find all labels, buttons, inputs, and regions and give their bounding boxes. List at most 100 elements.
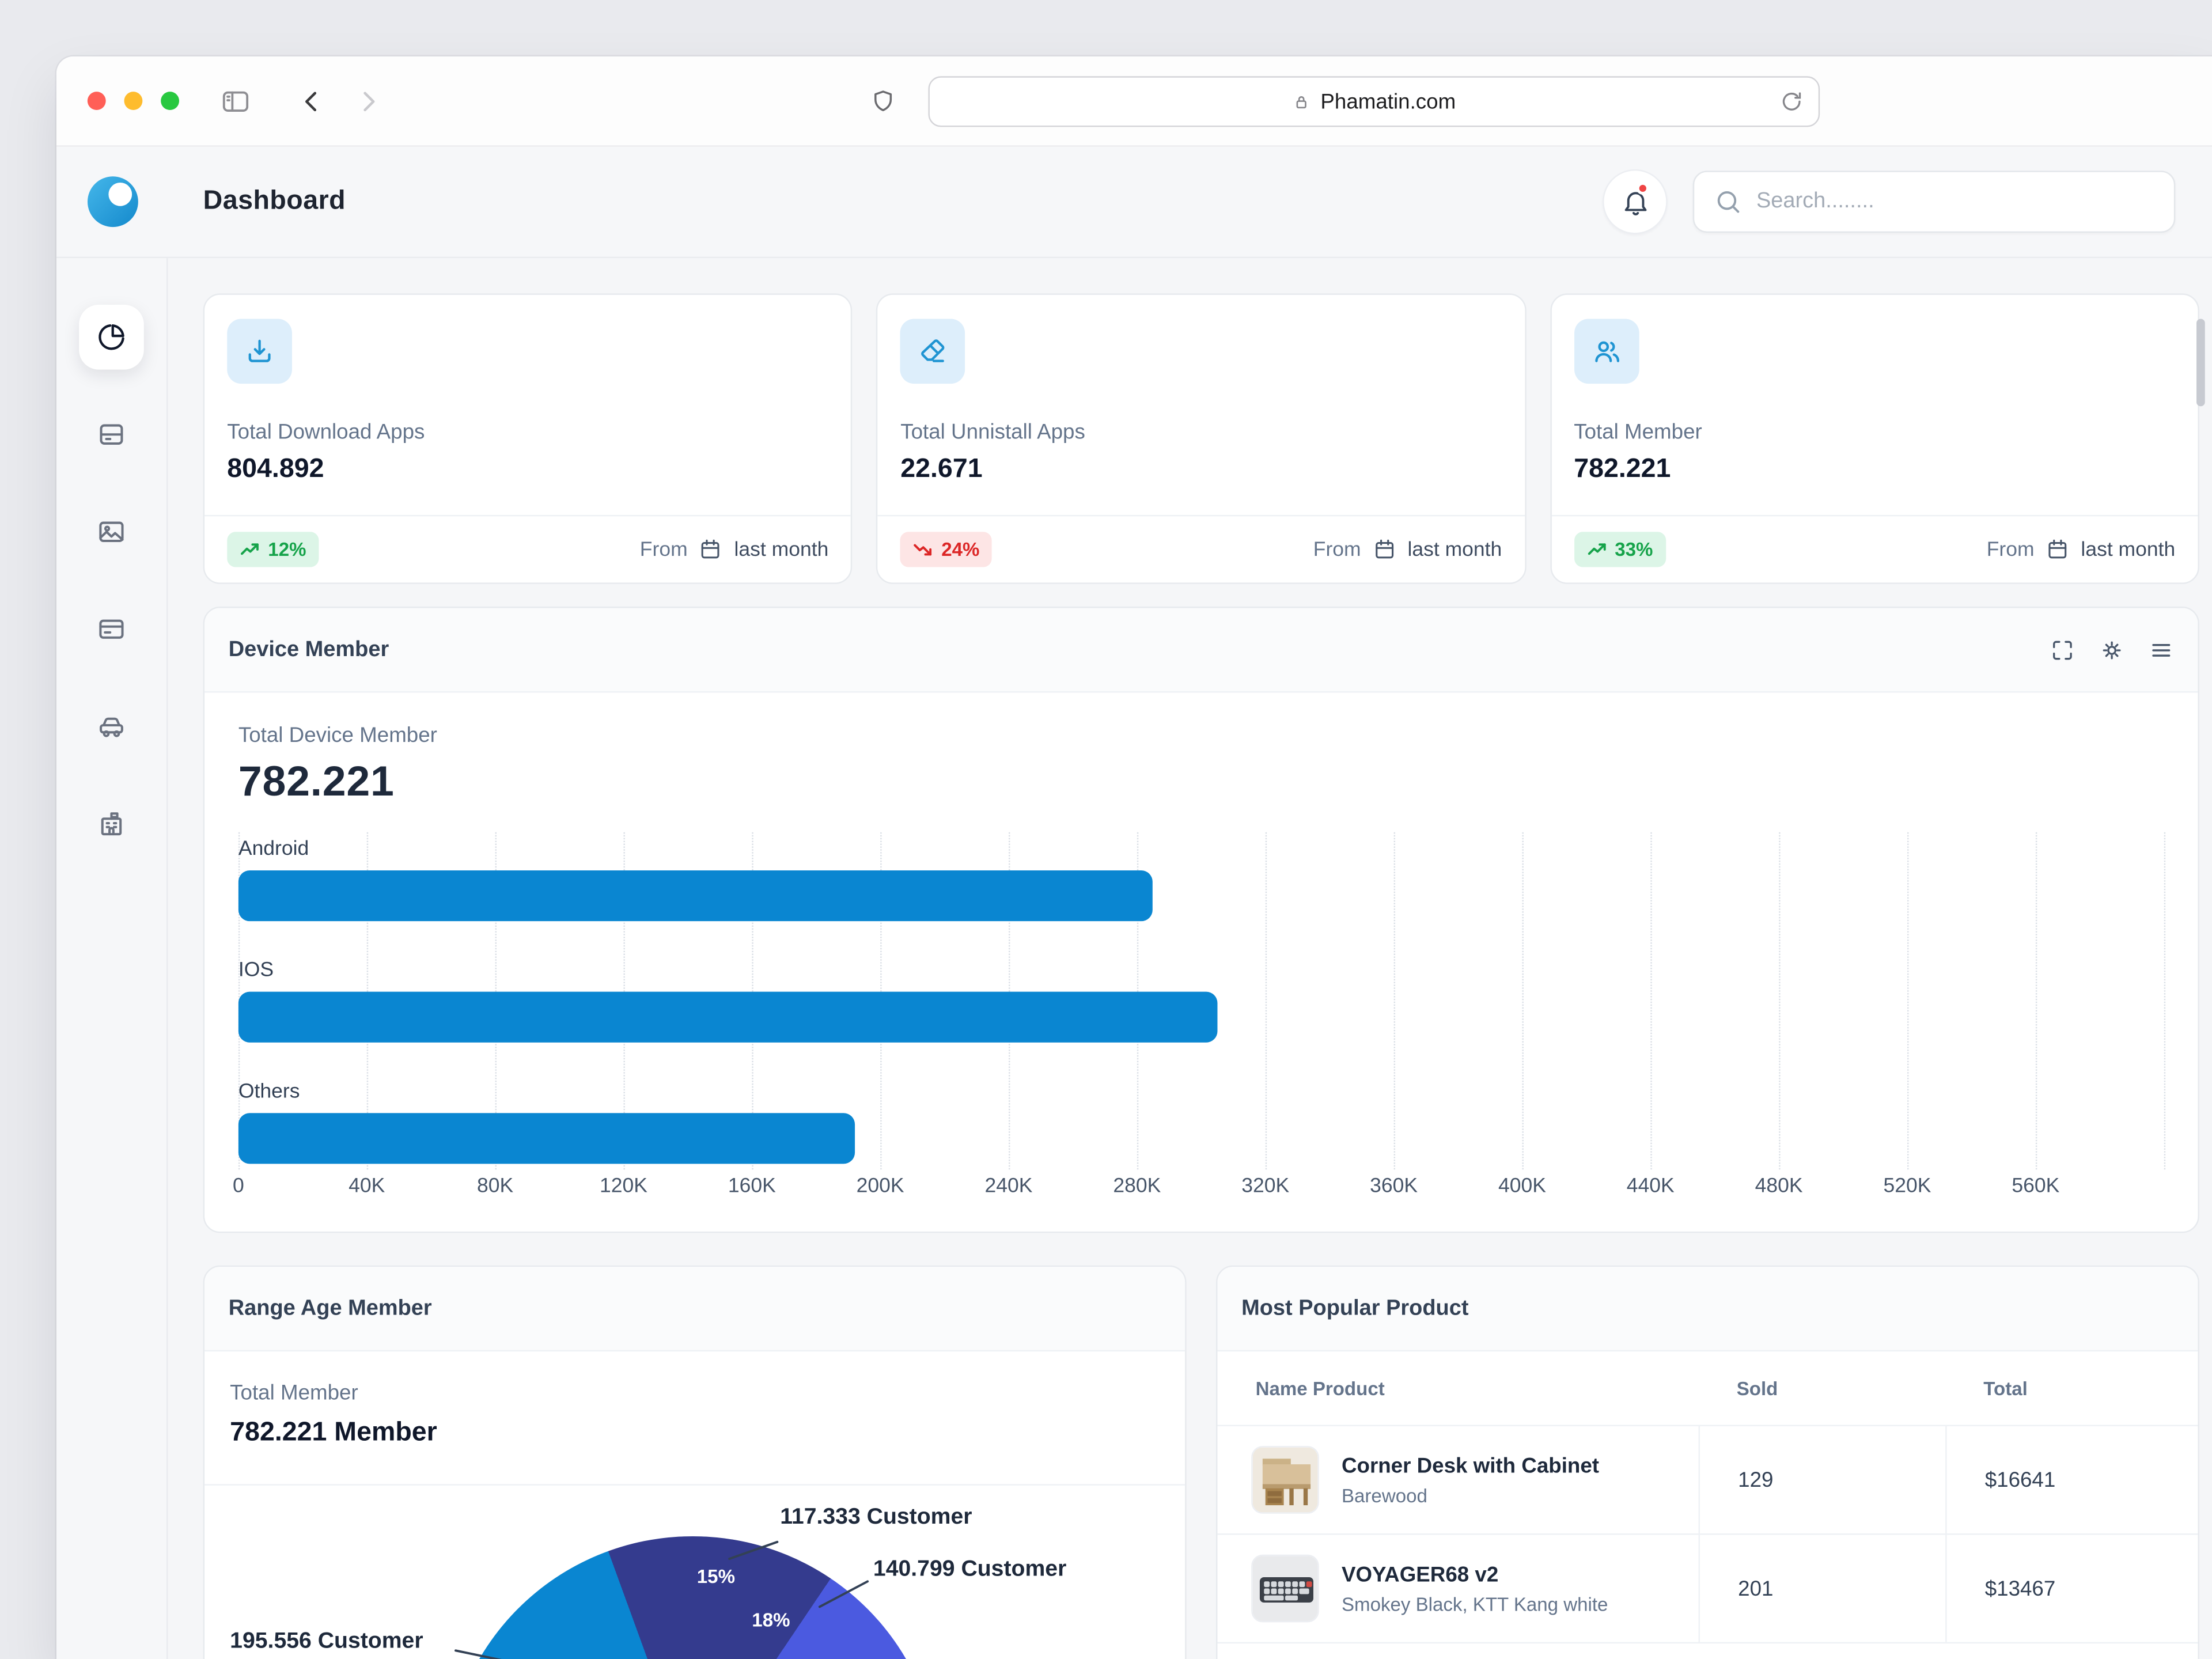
axis-tick: 360K bbox=[1370, 1175, 1418, 1198]
product-sold: 201 bbox=[1699, 1535, 1946, 1642]
range-total-section: Total Member 782.221 Member bbox=[204, 1351, 1185, 1486]
axis-tick: 240K bbox=[985, 1175, 1033, 1198]
main-content: Total Download Apps 804.892 12% From bbox=[168, 258, 2212, 1659]
stat-card-members: Total Member 782.221 33% From bbox=[1550, 293, 2199, 584]
popular-product-panel: Most Popular Product Name Product Sold T… bbox=[1216, 1266, 2199, 1659]
sidebar-item-archive[interactable] bbox=[79, 402, 144, 467]
axis-tick: 80K bbox=[477, 1175, 513, 1198]
forward-button[interactable] bbox=[353, 86, 384, 117]
archive-icon bbox=[96, 419, 127, 450]
stats-row: Total Download Apps 804.892 12% From bbox=[203, 293, 2199, 584]
gear-icon[interactable] bbox=[2099, 637, 2124, 662]
change-badge: 33% bbox=[1574, 532, 1665, 567]
app-header: Dashboard bbox=[56, 147, 2212, 258]
trend-down-icon bbox=[913, 540, 933, 559]
bar-row: Android bbox=[238, 838, 2164, 921]
device-total-value: 782.221 bbox=[238, 759, 2164, 807]
sidebar-item-media[interactable] bbox=[79, 499, 144, 565]
device-bar-chart: AndroidIOSOthers 040K80K120K160K200K240K… bbox=[238, 838, 2164, 1209]
menu-icon[interactable] bbox=[2149, 637, 2174, 662]
url-text: Phamatin.com bbox=[1320, 90, 1456, 114]
bar-axis: 040K80K120K160K200K240K280K320K360K400K4… bbox=[238, 1175, 2164, 1209]
toggle-sidebar-icon[interactable] bbox=[220, 86, 251, 117]
traffic-lights bbox=[88, 92, 179, 110]
pie-slice-label: 195.556 Customer bbox=[230, 1630, 423, 1655]
stat-card-uninstalls: Total Unnistall Apps 22.671 24% From bbox=[877, 293, 1526, 584]
bar-row: IOS bbox=[238, 959, 2164, 1042]
change-badge: 12% bbox=[227, 532, 319, 567]
bar-category-label: Others bbox=[238, 1081, 2164, 1103]
calendar-icon bbox=[1372, 537, 1396, 562]
screen: Phamatin.com Dashboard bbox=[0, 0, 2212, 1659]
bar-rows: Android IOS Others bbox=[238, 838, 2164, 1164]
axis-tick: 480K bbox=[1755, 1175, 1803, 1198]
product-name: Corner Desk with Cabinet bbox=[1342, 1454, 1599, 1478]
eraser-icon bbox=[900, 319, 965, 384]
device-member-panel: Device Member bbox=[203, 607, 2199, 1233]
axis-tick: 200K bbox=[857, 1175, 904, 1198]
bar-row: Others bbox=[238, 1081, 2164, 1164]
page-title: Dashboard bbox=[203, 186, 346, 217]
axis-tick: 400K bbox=[1498, 1175, 1546, 1198]
product-total: $16641 bbox=[1945, 1426, 2198, 1533]
browser-toolbar: Phamatin.com bbox=[56, 56, 2212, 147]
search-icon bbox=[1714, 188, 1743, 216]
pie-percent-label: 15% bbox=[697, 1566, 735, 1587]
minimize-window-button[interactable] bbox=[124, 92, 143, 110]
stat-label: Total Download Apps bbox=[227, 421, 828, 445]
notification-dot bbox=[1637, 182, 1649, 195]
address-bar[interactable]: Phamatin.com bbox=[928, 76, 1820, 127]
device-total-label: Total Device Member bbox=[238, 724, 2164, 748]
notifications-button[interactable] bbox=[1603, 169, 1668, 234]
expand-icon[interactable] bbox=[2050, 637, 2075, 662]
sidebar bbox=[56, 258, 168, 1659]
gridline bbox=[2164, 832, 2165, 1169]
table-row[interactable]: VOYAGER68 v2 Smokey Black, KTT Kang whit… bbox=[1217, 1535, 2198, 1643]
sidebar-item-dashboard[interactable] bbox=[79, 305, 144, 370]
close-window-button[interactable] bbox=[88, 92, 106, 110]
lock-icon bbox=[1292, 92, 1310, 111]
refresh-icon[interactable] bbox=[1779, 89, 1804, 114]
table-row[interactable]: Corner Desk with Cabinet Barewood 129 $1… bbox=[1217, 1426, 2198, 1535]
stat-value: 804.892 bbox=[227, 454, 828, 486]
stat-value: 22.671 bbox=[900, 454, 1502, 486]
stat-card-downloads: Total Download Apps 804.892 12% From bbox=[203, 293, 853, 584]
scrollbar-thumb[interactable] bbox=[2196, 319, 2205, 406]
product-variant: Smokey Black, KTT Kang white bbox=[1342, 1593, 1608, 1615]
sidebar-item-vehicles[interactable] bbox=[79, 694, 144, 759]
period-group: From last month bbox=[1313, 537, 1502, 562]
privacy-shield-icon[interactable] bbox=[869, 88, 897, 116]
period-group: From last month bbox=[640, 537, 829, 562]
axis-tick: 520K bbox=[1884, 1175, 1931, 1198]
app-logo[interactable] bbox=[82, 172, 142, 232]
search-input[interactable] bbox=[1756, 189, 2154, 214]
app-body: Total Download Apps 804.892 12% From bbox=[56, 258, 2212, 1659]
sidebar-item-company[interactable] bbox=[79, 791, 144, 857]
column-header: Name Product bbox=[1217, 1377, 1698, 1399]
calendar-icon bbox=[699, 537, 723, 562]
back-button[interactable] bbox=[296, 86, 327, 117]
axis-tick: 40K bbox=[349, 1175, 385, 1198]
trend-up-icon bbox=[1586, 540, 1606, 559]
panel-title: Range Age Member bbox=[229, 1296, 432, 1321]
axis-tick: 0 bbox=[233, 1175, 244, 1198]
zoom-window-button[interactable] bbox=[161, 92, 179, 110]
axis-tick: 560K bbox=[2012, 1175, 2059, 1198]
pie-chart bbox=[446, 1536, 940, 1659]
search-box[interactable] bbox=[1693, 171, 2176, 233]
credit-card-icon bbox=[96, 613, 127, 645]
range-age-panel: Range Age Member Total Member 782.221 Me… bbox=[203, 1266, 1187, 1659]
axis-tick: 320K bbox=[1241, 1175, 1289, 1198]
pie-chart-icon bbox=[96, 321, 127, 353]
calendar-icon bbox=[2046, 537, 2070, 562]
panel-title: Most Popular Product bbox=[1241, 1296, 1468, 1321]
change-badge: 24% bbox=[900, 532, 992, 567]
column-header: Total bbox=[1945, 1377, 2198, 1399]
sidebar-item-payments[interactable] bbox=[79, 597, 144, 662]
pie-slice-label: 140.799 Customer bbox=[873, 1558, 1066, 1583]
bar-android bbox=[238, 870, 1153, 921]
image-icon bbox=[96, 516, 127, 547]
logo-zone bbox=[56, 172, 168, 232]
pie-chart-area: 117.333 Customer 140.799 Customer 195.55… bbox=[204, 1486, 1185, 1659]
trend-up-icon bbox=[240, 540, 259, 559]
